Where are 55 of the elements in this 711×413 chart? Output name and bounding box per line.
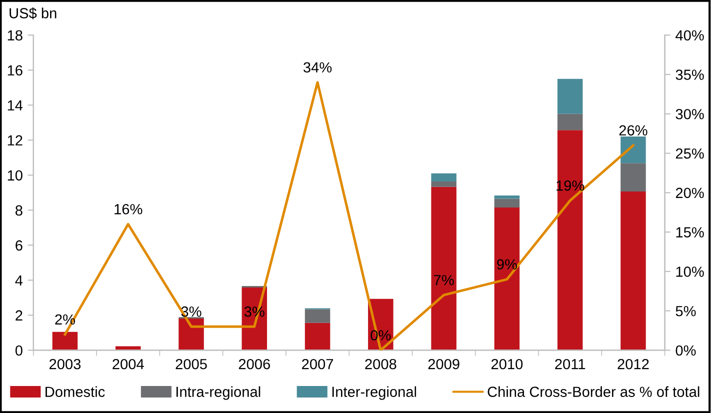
bar — [620, 191, 646, 350]
bar — [304, 309, 330, 323]
legend-label: Domestic — [46, 386, 105, 397]
y2-tick-label: 0% — [676, 345, 696, 356]
y2-tick-label: 5% — [676, 306, 696, 316]
bar — [304, 322, 330, 350]
y2-tick-label: 15% — [676, 227, 704, 238]
data-label: 16% — [114, 204, 142, 214]
x-tick-label: 2008 — [365, 358, 396, 370]
bar — [557, 78, 583, 114]
legend-label: Intra-regional — [176, 386, 260, 400]
y2-tick-label: 40% — [676, 30, 704, 41]
bar — [557, 114, 583, 130]
x-tick-label: 2009 — [428, 358, 460, 370]
bar — [557, 130, 583, 350]
x-tick-label: 2011 — [555, 358, 586, 370]
data-label: 26% — [619, 125, 648, 136]
y2-tick-label: 30% — [676, 108, 704, 120]
x-tick-label: 2005 — [176, 358, 207, 370]
x-tick-label: 2006 — [238, 358, 270, 370]
y2-tick-label: 35% — [676, 70, 704, 80]
y-tick-label: 12 — [8, 135, 22, 146]
data-label: 7% — [434, 274, 454, 286]
y-tick-label: 14 — [8, 100, 23, 110]
bar — [494, 208, 520, 350]
y2-tick-label: 10% — [676, 266, 704, 277]
bar — [494, 195, 520, 199]
data-label: 34% — [303, 62, 332, 73]
bar — [52, 332, 78, 350]
y2-tick-label: 25% — [676, 148, 704, 159]
data-label: 9% — [497, 259, 517, 270]
y-tick-label: 16 — [8, 65, 22, 76]
y-tick-label: 4 — [15, 275, 23, 286]
bar — [178, 318, 204, 350]
y-tick-label: 18 — [8, 30, 22, 41]
bar — [620, 136, 646, 164]
y-tick-label: 10 — [8, 170, 22, 181]
bar — [431, 186, 456, 350]
y-tick-label: 2 — [16, 310, 22, 320]
x-tick-label: 2010 — [491, 358, 523, 370]
bar — [620, 163, 646, 192]
y-tick-label: 0 — [15, 345, 22, 356]
y-tick-label: 6 — [16, 240, 22, 251]
y2-tick-label: 20% — [676, 188, 704, 198]
x-tick-label: 2003 — [50, 358, 81, 370]
bar — [431, 173, 456, 182]
y-tick-label: 8 — [16, 205, 22, 216]
bar — [494, 198, 520, 208]
y-axis-title: US$ bn — [10, 7, 56, 20]
x-tick-label: 2004 — [112, 358, 144, 370]
legend-label: China Cross-Border as % of total — [488, 386, 700, 397]
x-tick-label: 2007 — [302, 358, 334, 370]
x-tick-label: 2012 — [618, 358, 649, 370]
legend-label: Inter-regional — [332, 386, 416, 400]
bar — [431, 181, 456, 187]
